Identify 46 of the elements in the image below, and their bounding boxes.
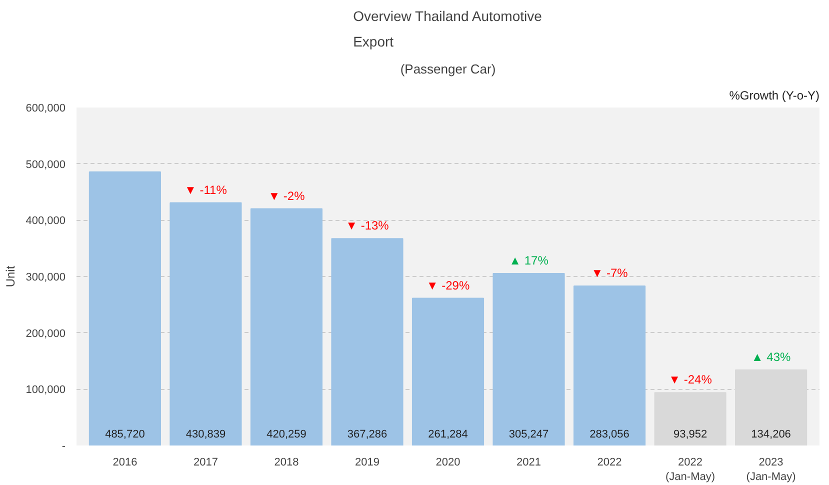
data-label: 305,247 [508, 428, 549, 440]
bar [170, 202, 242, 446]
bar [735, 369, 808, 446]
bar [250, 208, 323, 446]
y-tick-label: 300,000 [26, 272, 66, 284]
y-tick-label: 400,000 [26, 215, 66, 228]
data-label: 420,259 [266, 428, 306, 440]
x-tick-label: 2022 [597, 456, 622, 468]
text: %Growth (Y-o-Y) [729, 88, 820, 102]
y-tick-label: 600,000 [26, 102, 66, 114]
x-tick-label: 2017 [193, 456, 218, 468]
bar [88, 171, 161, 446]
bar [492, 273, 565, 446]
annotation: ▼ -13% [346, 218, 390, 233]
bar [412, 298, 484, 446]
chart-title: Overview Thailand Automotive Export [353, 8, 542, 50]
x-tick-label: 2023 (Jan-May) [746, 456, 796, 483]
annotation: ▼ -2% [268, 188, 306, 203]
data-label: 367,286 [347, 428, 388, 440]
bar [654, 392, 726, 446]
data-label: 430,839 [186, 428, 226, 440]
annotation: ▼ -24% [668, 372, 712, 387]
x-tick-label: 2020 [436, 456, 460, 468]
y-tick-label: 100,000 [26, 384, 66, 396]
x-tick-label: 2016 [112, 456, 138, 468]
annotation: ▲ 43% [751, 350, 791, 364]
y-axis-title: Unit [4, 265, 18, 288]
data-label: 93,952 [673, 428, 708, 440]
annotation: ▼ -11% [184, 182, 228, 197]
y-tick-label: 500,000 [26, 158, 66, 171]
x-tick-label: 2018 [274, 456, 299, 468]
annotation: ▼ -7% [591, 266, 628, 280]
bar [573, 286, 646, 446]
bar [331, 238, 404, 446]
x-tick-label: 2021 [516, 456, 542, 468]
data-label: 261,284 [428, 428, 468, 440]
chart-subtitle: (Passenger Car) [400, 62, 496, 76]
data-label: 134,206 [751, 428, 791, 440]
annotation: ▲ 17% [509, 254, 549, 268]
data-label: 283,056 [590, 428, 630, 440]
x-tick-label: 2022 (Jan-May) [666, 456, 716, 483]
y-tick-label: - [62, 440, 66, 452]
y-tick-label: 200,000 [26, 328, 66, 340]
annotation: ▼ -29% [426, 278, 470, 292]
x-tick-label: 2019 [355, 456, 380, 468]
data-label: 485,720 [105, 428, 145, 440]
